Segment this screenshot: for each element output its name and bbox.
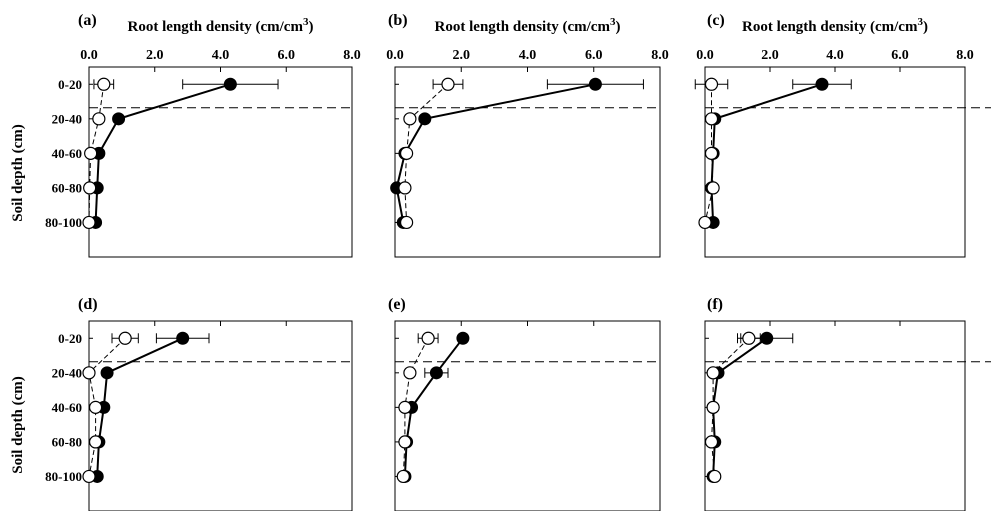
panel-label: (a)	[78, 12, 97, 29]
filled-point	[223, 77, 237, 91]
open-point	[398, 435, 412, 449]
x-tick-label: 2.0	[146, 48, 164, 63]
open-point	[708, 469, 722, 484]
panel-1: (a) Root length density (cm/cm3) 0.0 2.0 4.0…	[45, 12, 361, 258]
x-tick-label: 8.0	[343, 48, 361, 63]
x-tick-label: 4.0	[212, 48, 230, 63]
series-filled-line	[710, 83, 823, 223]
open-point	[706, 400, 720, 414]
x-tick-label: 0.0	[386, 48, 404, 63]
panel-label: (d)	[78, 296, 98, 313]
filled-point	[112, 112, 126, 126]
series-open-line	[704, 84, 714, 223]
open-point	[403, 112, 417, 126]
panel-label: (c)	[707, 12, 725, 29]
x-tick-label: 8.0	[651, 48, 669, 63]
x-tick-label: 6.0	[891, 48, 909, 63]
series-filled-line	[712, 337, 768, 477]
open-point	[97, 77, 111, 91]
panel-4: (d) 0-20 20-40 40-60 60-80 80-100	[45, 296, 353, 511]
open-point	[399, 146, 414, 160]
x-axis-title: Root length density (cm/cm3)	[742, 16, 928, 35]
y-category-label: 0-20	[58, 331, 82, 346]
open-point	[82, 366, 96, 380]
open-point	[421, 331, 435, 345]
plot-frame	[704, 320, 966, 511]
plot-frame	[394, 320, 661, 511]
open-point	[118, 331, 132, 345]
open-point	[82, 469, 96, 484]
filled-point	[456, 331, 470, 345]
series-open-line	[88, 84, 105, 223]
open-point	[704, 435, 719, 449]
x-tick-label: 2.0	[453, 48, 471, 63]
y-axis-label-bottom: Soil depth (cm)	[10, 376, 26, 474]
x-tick-label: 4.0	[519, 48, 537, 63]
plot-frame	[704, 66, 966, 258]
x-tick-label: 0.0	[696, 48, 714, 63]
x-axis-title: Root length density (cm/cm3)	[435, 16, 621, 35]
open-point	[704, 112, 719, 126]
y-axis-label-top: Soil depth (cm)	[10, 124, 26, 222]
y-category-label: 80-100	[45, 215, 82, 230]
open-point	[82, 215, 96, 230]
open-point	[399, 215, 414, 230]
panel-label: (e)	[388, 296, 406, 313]
y-category-label: 20-40	[52, 111, 82, 126]
open-point	[403, 366, 417, 380]
open-point	[706, 181, 720, 195]
filled-point	[815, 77, 829, 91]
x-tick-label: 0.0	[80, 48, 98, 63]
filled-point	[429, 366, 443, 380]
open-point	[398, 181, 412, 195]
y-category-label: 60-80	[52, 180, 82, 195]
open-point	[698, 215, 712, 230]
x-tick-label: 8.0	[956, 48, 974, 63]
open-point	[704, 77, 719, 91]
panel-2: (b) Root length density (cm/cm3) 0.0 2.0 4.0…	[386, 12, 669, 258]
filled-point	[100, 366, 114, 380]
filled-point	[418, 112, 432, 126]
y-category-label: 40-60	[52, 400, 82, 415]
open-point	[706, 366, 720, 380]
x-axis-title: Root length density (cm/cm3)	[128, 16, 314, 35]
open-point	[84, 146, 98, 160]
series-open-line	[88, 337, 126, 477]
y-category-label: 60-80	[52, 434, 82, 449]
y-category-label: 0-20	[58, 77, 82, 92]
series-filled-line	[395, 83, 596, 223]
panel-label: (b)	[388, 12, 408, 29]
filled-point	[588, 77, 602, 91]
open-point	[704, 146, 719, 160]
open-point	[441, 77, 455, 91]
open-point	[92, 112, 106, 126]
open-point	[396, 469, 410, 484]
y-category-label: 20-40	[52, 365, 82, 380]
x-tick-label: 6.0	[585, 48, 603, 63]
y-category-label: 80-100	[45, 469, 82, 484]
series-filled-line	[94, 83, 231, 223]
plot-frame	[88, 66, 353, 258]
open-point	[742, 331, 756, 345]
panel-3: (c) Root length density (cm/cm3) 0.0 2.0 4.0…	[694, 12, 991, 258]
y-category-label: 40-60	[52, 146, 82, 161]
open-point	[83, 181, 97, 195]
x-tick-label: 6.0	[278, 48, 296, 63]
series-open-line	[404, 83, 449, 223]
plot-frame	[88, 320, 353, 511]
panel-label: (f)	[707, 296, 723, 313]
plot-frame	[394, 66, 661, 258]
filled-point	[176, 331, 190, 345]
filled-point	[760, 331, 774, 345]
open-point	[88, 435, 103, 449]
panel-5: (e)	[388, 296, 661, 511]
open-point	[88, 400, 103, 414]
panel-6: (f)	[704, 296, 991, 511]
open-point	[398, 400, 412, 414]
x-tick-label: 4.0	[826, 48, 844, 63]
x-tick-label: 2.0	[761, 48, 779, 63]
